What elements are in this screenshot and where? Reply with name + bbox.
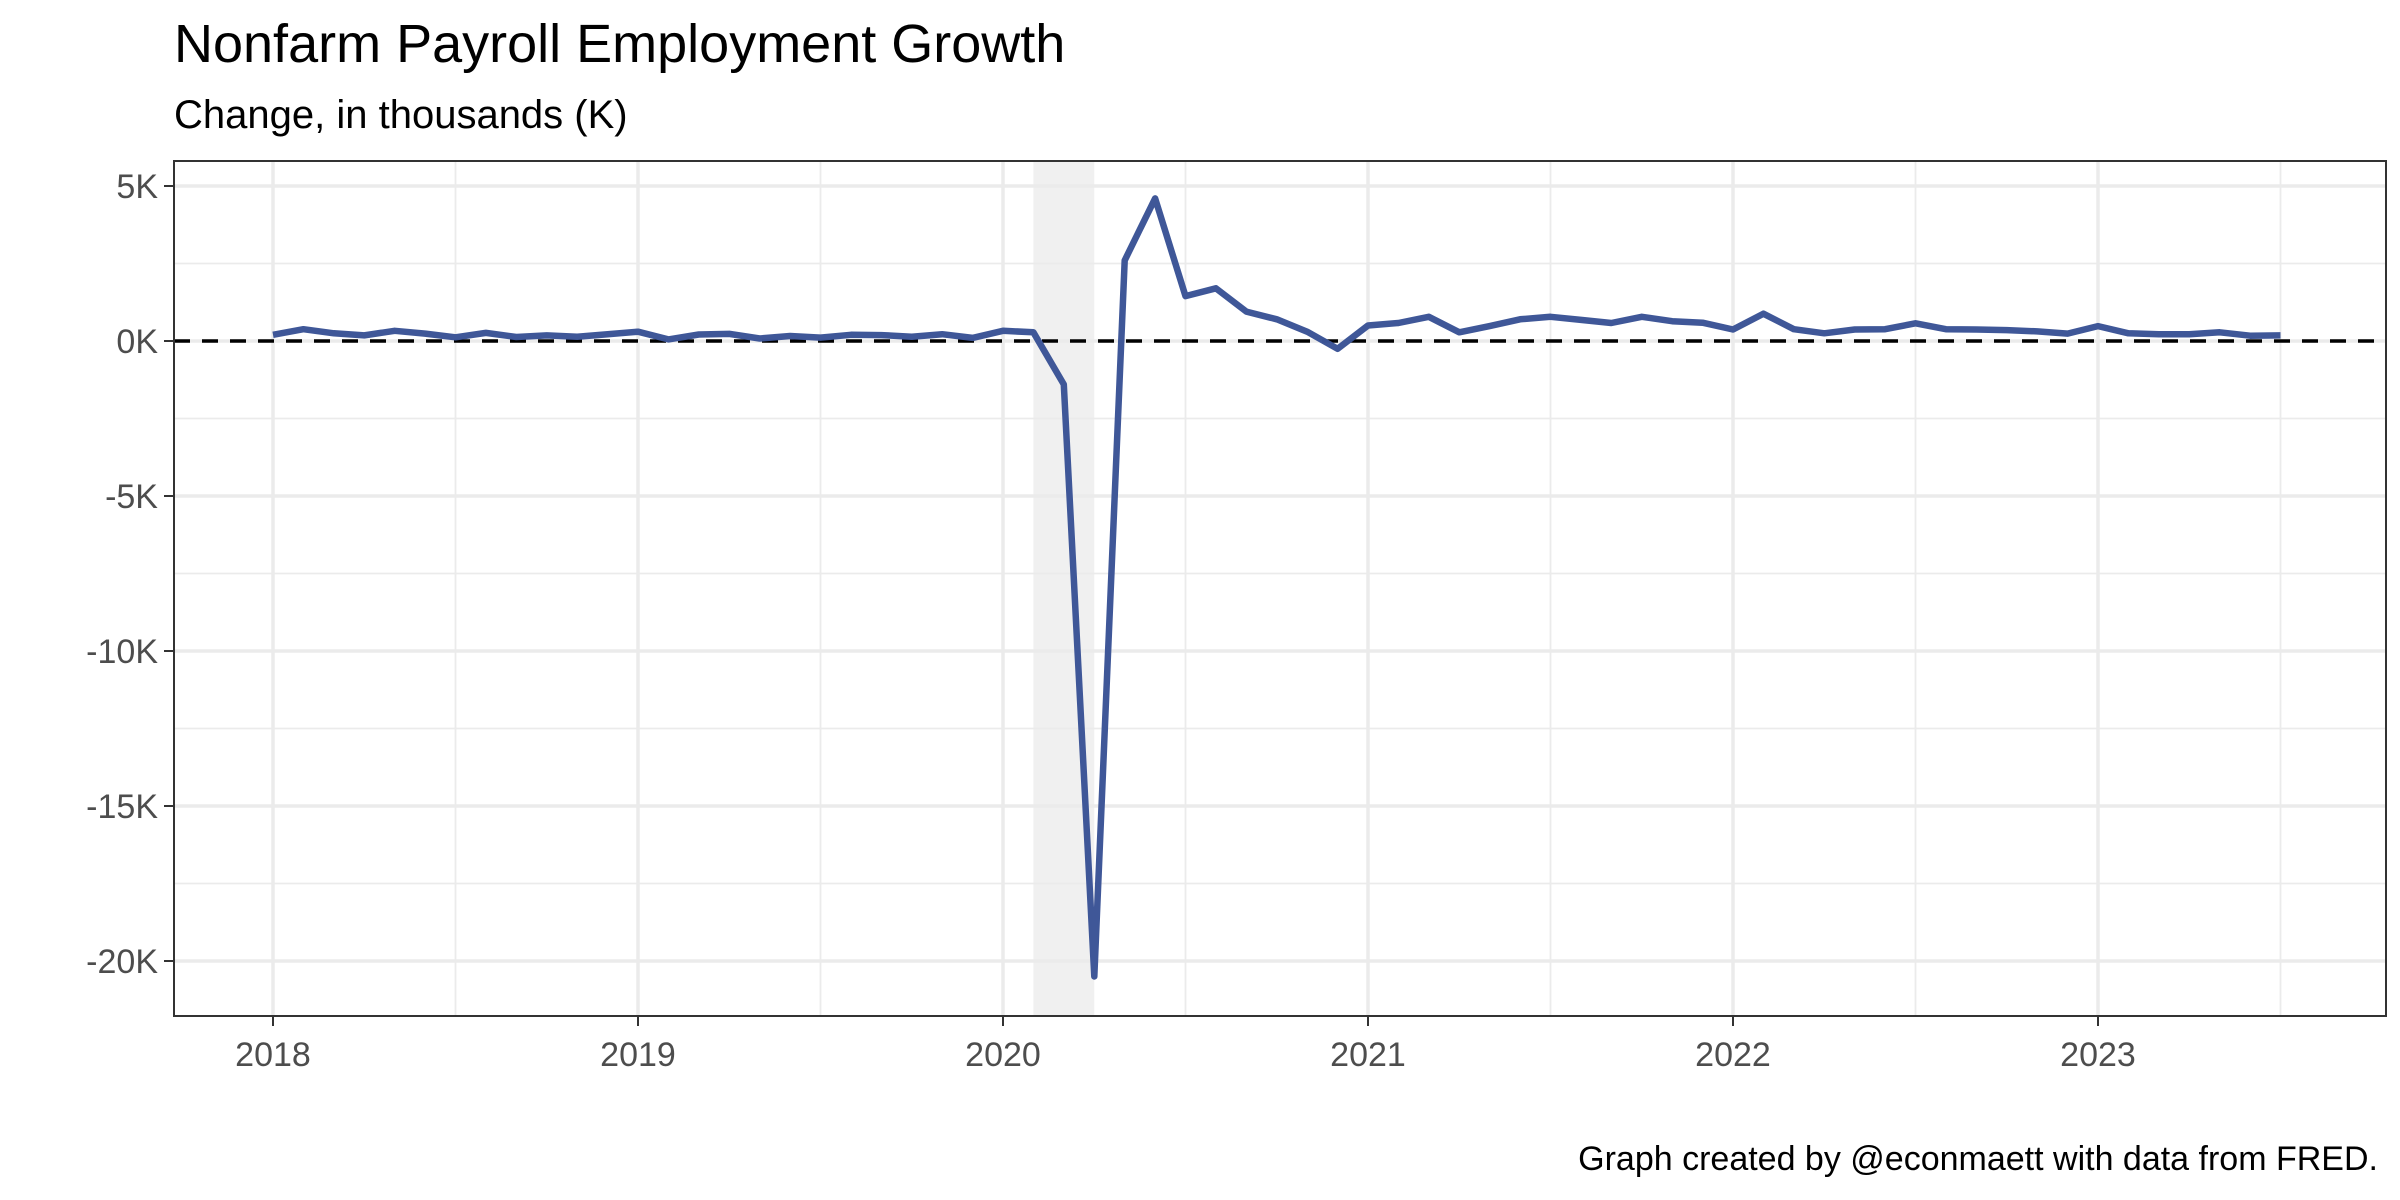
x-tick-label: 2023 (2060, 1036, 2136, 1074)
y-tick-label: 5K (116, 168, 158, 206)
chart-caption: Graph created by @econmaett with data fr… (1578, 1140, 2378, 1178)
recession-shading (1033, 161, 1095, 1016)
chart-title: Nonfarm Payroll Employment Growth (174, 14, 1065, 74)
x-axis: 2018 2019 2020 2021 2022 2023 (235, 1016, 2136, 1074)
y-tick-label: 0K (116, 323, 158, 361)
x-tick-label: 2019 (600, 1036, 676, 1074)
plot-panel (174, 161, 2386, 1016)
chart-subtitle: Change, in thousands (K) (174, 93, 628, 137)
minor-gridlines (174, 161, 2386, 1016)
y-tick-label: -10K (86, 633, 158, 671)
x-tick-label: 2020 (965, 1036, 1041, 1074)
x-tick-label: 2021 (1330, 1036, 1406, 1074)
y-axis: 5K 0K -5K -10K -15K -20K (86, 168, 174, 981)
x-tick-label: 2018 (235, 1036, 311, 1074)
series-line-payroll-change (272, 195, 2281, 980)
y-tick-label: -5K (105, 478, 158, 516)
y-tick-label: -15K (86, 788, 158, 826)
y-tick-label: -20K (86, 943, 158, 981)
x-tick-label: 2022 (1695, 1036, 1771, 1074)
plot-border (173, 160, 2387, 1017)
